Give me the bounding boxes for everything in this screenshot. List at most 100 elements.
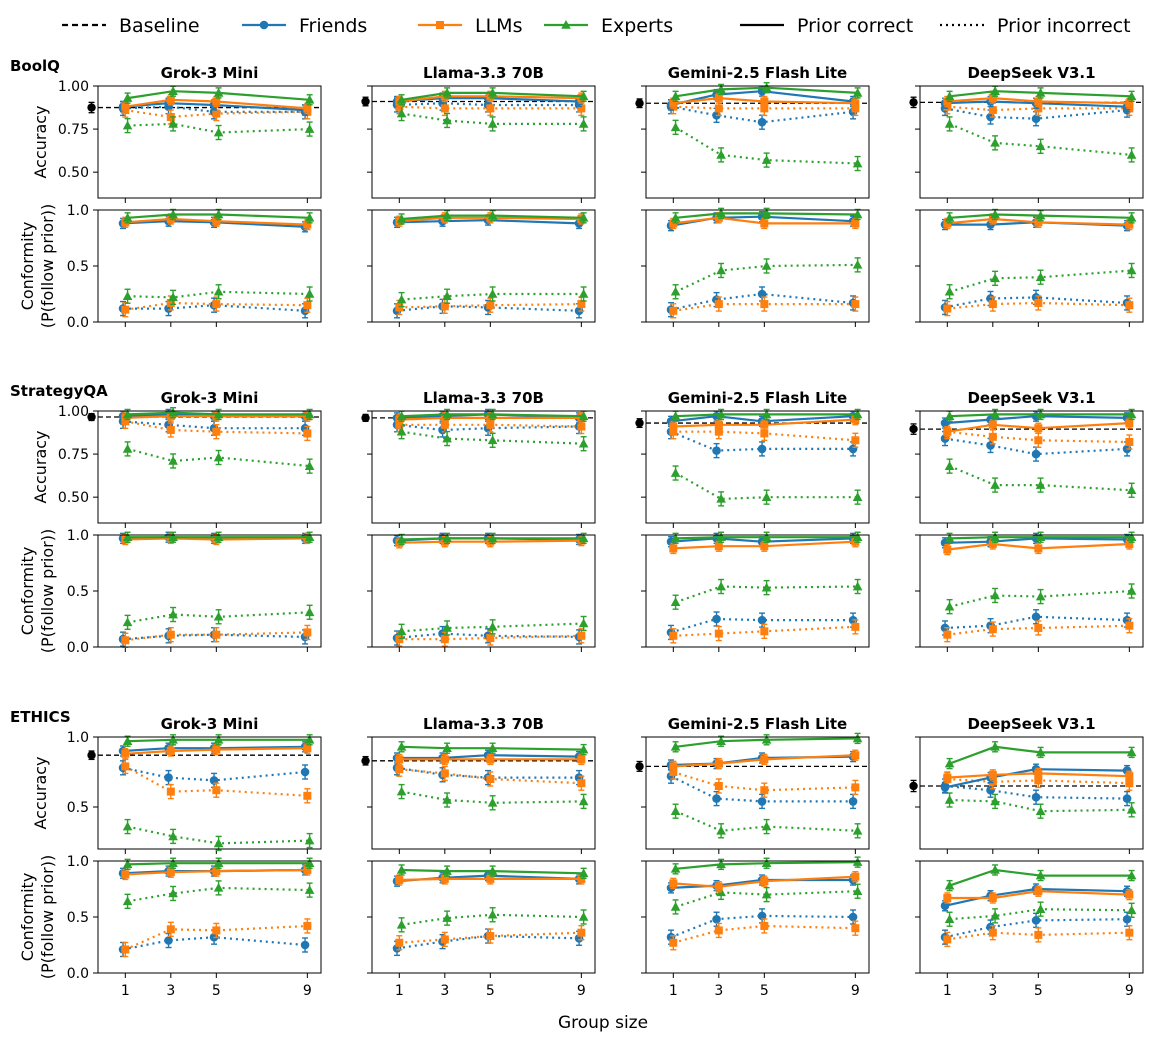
point-experts-incorrect: [1035, 591, 1046, 601]
y-tick-label: 1.0: [67, 730, 89, 746]
point-experts-incorrect: [304, 124, 315, 133]
point-llms-incorrect: [851, 436, 860, 445]
point-experts-incorrect: [304, 607, 315, 617]
point-llms-correct: [943, 427, 952, 436]
series-experts-correct: [122, 857, 315, 871]
point-experts-correct: [487, 533, 498, 543]
point-experts-incorrect: [852, 158, 863, 168]
series-line-friends-incorrect: [670, 105, 854, 124]
panel-boolq-accuracy-deepseek-v3-1: DeepSeek V3.1: [909, 64, 1144, 203]
dataset-title-boolq: BoolQ: [10, 57, 60, 75]
point-friends-incorrect: [848, 912, 858, 922]
point-llms-correct: [943, 773, 952, 782]
point-llms-correct: [1125, 220, 1134, 229]
point-experts-correct: [1035, 870, 1046, 880]
point-experts-incorrect: [304, 289, 315, 298]
series-line-experts-correct: [127, 90, 310, 101]
point-llms-incorrect: [1034, 930, 1043, 939]
point-experts-correct: [990, 86, 1000, 95]
legend-label-llms: LLMs: [475, 15, 522, 37]
point-llms-correct: [303, 220, 312, 229]
series-experts-incorrect: [122, 116, 315, 141]
point-llms-incorrect: [121, 945, 130, 954]
y-tick-label: 0.50: [58, 165, 89, 181]
point-experts-incorrect: [852, 581, 863, 591]
point-llms-correct: [988, 770, 997, 779]
point-experts-correct: [213, 734, 224, 744]
point-friends-incorrect: [848, 444, 858, 454]
series-line-experts-correct: [675, 86, 858, 98]
point-experts-incorrect: [990, 137, 1000, 147]
point-experts-correct: [944, 758, 955, 768]
series-line-llms-correct: [673, 540, 856, 550]
series-llms-incorrect: [395, 628, 586, 647]
point-llms-incorrect: [714, 926, 723, 935]
point-llms-correct: [760, 219, 769, 228]
panel-ethics-accuracy-deepseek-v3-1: DeepSeek V3.1: [909, 715, 1144, 854]
series-experts-correct: [670, 856, 863, 875]
panel-frame: [97, 410, 322, 524]
point-llms-correct: [851, 751, 860, 760]
point-experts-correct: [716, 409, 726, 419]
point-llms-incorrect: [121, 305, 130, 314]
point-experts-correct: [168, 209, 178, 219]
series-line-experts-correct: [675, 413, 858, 418]
point-experts-incorrect: [990, 910, 1000, 920]
series-line-experts-correct: [127, 862, 310, 866]
point-experts-incorrect: [442, 115, 452, 125]
legend-item-experts: Experts: [544, 15, 673, 37]
panel-frame: [371, 410, 596, 524]
point-llms-incorrect: [760, 300, 769, 309]
point-experts-correct: [1126, 747, 1137, 757]
point-llms-incorrect: [212, 109, 221, 118]
point-experts-correct: [852, 733, 863, 743]
point-llms-incorrect: [1034, 776, 1043, 785]
point-experts-incorrect: [487, 118, 498, 128]
point-experts-correct: [670, 741, 681, 751]
point-experts-correct: [168, 86, 178, 95]
point-llms-correct: [988, 420, 997, 429]
point-experts-incorrect: [122, 617, 133, 627]
point-experts-correct: [304, 409, 315, 419]
point-llms-correct: [714, 542, 723, 551]
point-llms-correct: [121, 102, 130, 111]
point-experts-correct: [761, 734, 772, 744]
point-llms-correct: [714, 759, 723, 768]
series-experts-incorrect: [670, 257, 863, 300]
point-experts-correct: [852, 87, 863, 97]
point-experts-correct: [670, 91, 681, 101]
series-llms-incorrect: [395, 761, 586, 791]
point-experts-incorrect: [442, 622, 452, 632]
point-experts-incorrect: [578, 438, 589, 448]
series-line-llms-correct: [125, 868, 308, 876]
point-llms-incorrect: [714, 782, 723, 790]
y-axis-label-line: (P(follow prior)): [38, 529, 57, 653]
point-experts-incorrect: [396, 786, 407, 796]
point-llms-incorrect: [577, 779, 586, 788]
point-llms-correct: [1125, 772, 1134, 781]
series-line-llms-correct: [125, 217, 308, 226]
point-experts-incorrect: [304, 461, 315, 470]
point-experts-incorrect: [396, 919, 407, 929]
panel-frame: [97, 209, 322, 323]
panel-frame: [97, 860, 322, 974]
point-friends-incorrect: [1122, 794, 1132, 803]
series-line-friends-correct: [122, 220, 306, 228]
model-title-deepseek-v3-1: DeepSeek V3.1: [967, 64, 1095, 82]
point-llms-incorrect: [166, 425, 175, 434]
panel-strategyqa-conformity-llama-3-3-70b: [367, 532, 596, 652]
point-experts-incorrect: [761, 261, 772, 270]
point-llms-incorrect: [1125, 621, 1134, 630]
point-experts-incorrect: [670, 122, 681, 132]
y-tick-label: 0.0: [67, 966, 89, 982]
series-experts-incorrect: [396, 105, 589, 132]
series-llms-correct: [121, 864, 312, 881]
point-friends-incorrect: [757, 289, 767, 299]
point-friends-incorrect: [1031, 916, 1041, 925]
point-friends-incorrect: [712, 914, 721, 924]
point-llms-correct: [669, 99, 678, 108]
series-line-experts-incorrect: [949, 122, 1132, 156]
series-experts-incorrect: [122, 818, 315, 852]
point-llms-incorrect: [988, 106, 997, 115]
point-llms-incorrect: [486, 301, 495, 310]
